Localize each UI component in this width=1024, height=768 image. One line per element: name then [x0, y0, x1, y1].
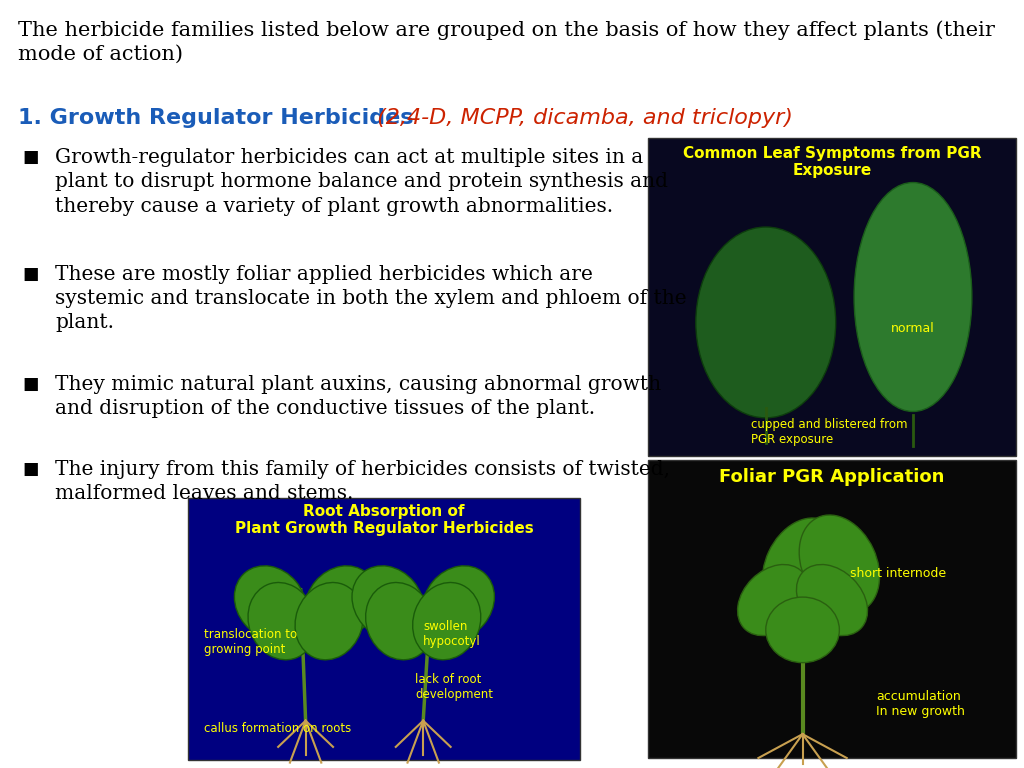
- Text: These are mostly foliar applied herbicides which are
systemic and translocate in: These are mostly foliar applied herbicid…: [55, 265, 687, 333]
- Text: 1. Growth Regulator Herbicides: 1. Growth Regulator Herbicides: [18, 108, 414, 128]
- Text: ■: ■: [22, 265, 38, 283]
- Text: They mimic natural plant auxins, causing abnormal growth
and disruption of the c: They mimic natural plant auxins, causing…: [55, 375, 662, 419]
- Ellipse shape: [413, 582, 481, 660]
- Ellipse shape: [854, 183, 972, 412]
- Bar: [648, 138, 1016, 456]
- Text: Foliar PGR Application: Foliar PGR Application: [719, 468, 945, 486]
- Text: ■: ■: [22, 375, 38, 393]
- Text: normal: normal: [891, 323, 935, 336]
- Ellipse shape: [763, 518, 843, 617]
- Text: swollen
hypocotyl: swollen hypocotyl: [423, 621, 481, 648]
- Text: short internode: short internode: [850, 567, 946, 580]
- Ellipse shape: [295, 582, 364, 660]
- Text: cupped and blistered from
PGR exposure: cupped and blistered from PGR exposure: [751, 418, 907, 446]
- Ellipse shape: [799, 515, 880, 614]
- Text: lack of root
development: lack of root development: [416, 673, 494, 700]
- Text: accumulation
In new growth: accumulation In new growth: [877, 690, 965, 718]
- Ellipse shape: [234, 566, 306, 640]
- Text: The injury from this family of herbicides consists of twisted,
malformed leaves : The injury from this family of herbicide…: [55, 460, 670, 503]
- Text: ■: ■: [22, 460, 38, 478]
- Ellipse shape: [797, 564, 867, 636]
- Ellipse shape: [305, 566, 377, 640]
- Ellipse shape: [352, 566, 424, 640]
- Ellipse shape: [366, 582, 434, 660]
- Text: ■: ■: [22, 148, 38, 166]
- Text: translocation to
growing point: translocation to growing point: [204, 628, 297, 656]
- Ellipse shape: [766, 597, 840, 663]
- Ellipse shape: [423, 566, 495, 640]
- Text: The herbicide families listed below are grouped on the basis of how they affect : The herbicide families listed below are …: [18, 20, 995, 64]
- Ellipse shape: [248, 582, 316, 660]
- Text: (2,4-D, MCPP, dicamba, and triclopyr): (2,4-D, MCPP, dicamba, and triclopyr): [370, 108, 793, 128]
- Text: Growth-regulator herbicides can act at multiple sites in a
plant to disrupt horm: Growth-regulator herbicides can act at m…: [55, 148, 668, 216]
- Bar: [648, 460, 1016, 758]
- Text: Common Leaf Symptoms from PGR
Exposure: Common Leaf Symptoms from PGR Exposure: [683, 146, 981, 178]
- Text: Root Absorption of
Plant Growth Regulator Herbicides: Root Absorption of Plant Growth Regulato…: [234, 504, 534, 536]
- Text: callus formation on roots: callus formation on roots: [204, 722, 351, 735]
- Bar: [188, 498, 580, 760]
- Ellipse shape: [737, 564, 809, 636]
- Ellipse shape: [696, 227, 836, 418]
